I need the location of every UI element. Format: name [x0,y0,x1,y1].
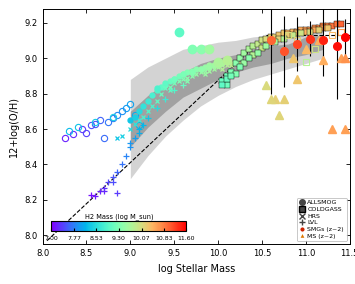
Title: H2 Mass (log M_sun): H2 Mass (log M_sun) [84,213,153,220]
Legend: ALLSMOG, COLDGASS, HRS, LVL, SMGs (z~2), MS (z~2): ALLSMOG, COLDGASS, HRS, LVL, SMGs (z~2),… [297,198,346,241]
Y-axis label: 12+log(O/H): 12+log(O/H) [9,96,19,157]
X-axis label: log Stellar Mass: log Stellar Mass [158,264,235,274]
